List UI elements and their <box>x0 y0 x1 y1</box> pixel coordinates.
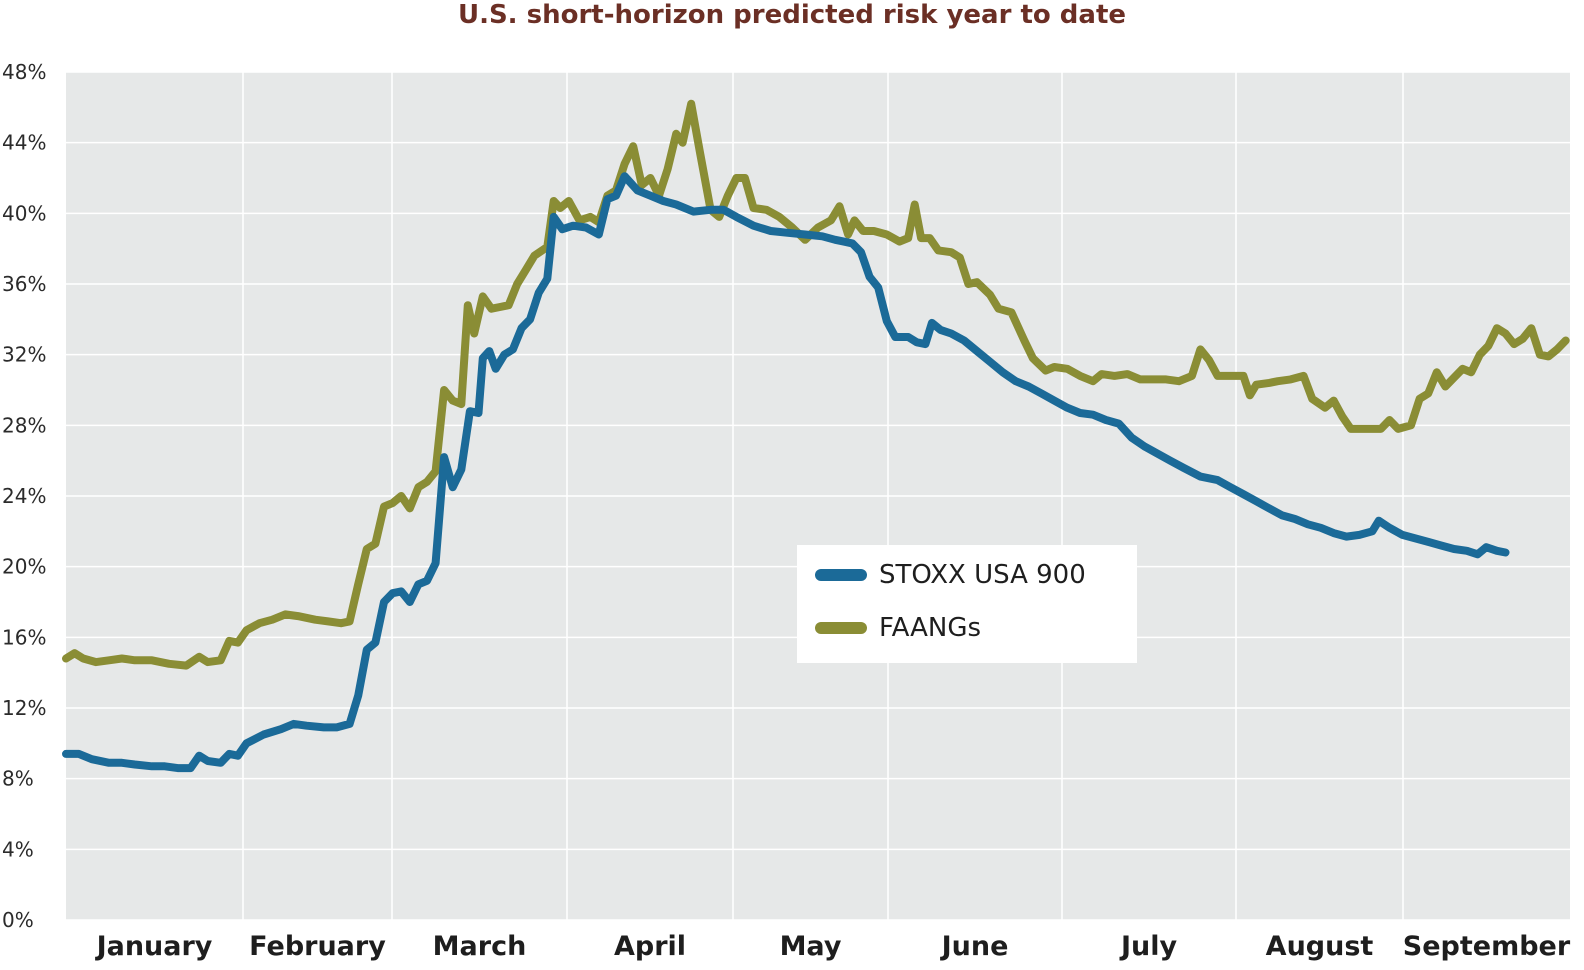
y-tick-label: 36% <box>2 272 46 296</box>
x-tick-label: August <box>1266 931 1374 962</box>
x-tick-label: September <box>1403 931 1571 962</box>
x-tick-label: June <box>940 931 1009 962</box>
y-tick-label: 28% <box>2 413 46 437</box>
legend-label-stoxx-usa-900: STOXX USA 900 <box>879 560 1086 590</box>
legend-item-faangs: FAANGs <box>815 608 981 648</box>
y-tick-label: 0% <box>2 908 34 932</box>
y-tick-label: 44% <box>2 131 46 155</box>
y-axis-ticks: 0% 4% 8% 12% 16% 20% 24% 28% 32% 36% 40% 44% 48% <box>2 60 46 932</box>
y-tick-label: 40% <box>2 201 46 225</box>
chart-legend: STOXX USA 900 FAANGs <box>797 545 1137 663</box>
x-axis-ticks: January February March April May June July Augu… <box>95 931 1571 962</box>
x-tick-label: March <box>433 931 527 962</box>
y-tick-label: 48% <box>2 60 46 84</box>
y-tick-label: 4% <box>2 837 34 861</box>
series-line-faangs <box>62 99 1570 670</box>
x-tick-label: February <box>249 931 386 962</box>
legend-swatch-stoxx-usa-900 <box>815 569 867 581</box>
y-tick-label: 8% <box>2 767 34 791</box>
gridlines <box>66 71 1570 921</box>
x-tick-label: April <box>614 931 686 962</box>
x-tick-label: January <box>95 931 213 962</box>
y-tick-label: 24% <box>2 484 46 508</box>
series-line-stoxx-usa-900 <box>62 172 1510 773</box>
series-lines <box>62 99 1570 773</box>
legend-label-faangs: FAANGs <box>879 613 982 643</box>
y-tick-label: 20% <box>2 555 46 579</box>
x-tick-label: July <box>1119 931 1178 962</box>
y-tick-label: 32% <box>2 343 46 367</box>
legend-swatch-faangs <box>815 622 867 634</box>
x-tick-label: May <box>780 931 842 962</box>
legend-item-stoxx-usa-900: STOXX USA 900 <box>815 555 1086 595</box>
y-tick-label: 12% <box>2 696 46 720</box>
chart-title: U.S. short-horizon predicted risk year t… <box>457 0 1127 30</box>
y-tick-label: 16% <box>2 625 46 649</box>
